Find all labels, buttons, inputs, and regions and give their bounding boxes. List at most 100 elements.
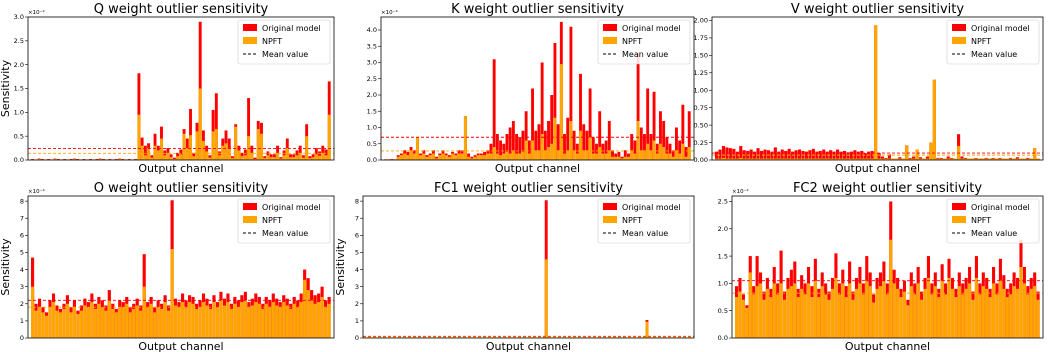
plot-frame [380, 16, 695, 161]
bar-npft [652, 140, 656, 160]
y-tick-label: 2.5 [718, 198, 728, 206]
bar-npft [295, 155, 299, 160]
bar-npft [253, 159, 257, 160]
bar-npft [841, 283, 845, 338]
bar-original [563, 134, 566, 160]
bar-npft [793, 283, 797, 338]
bar-npft [194, 308, 199, 338]
bar-npft [906, 305, 910, 338]
bar-npft [870, 158, 874, 160]
bar-npft [794, 158, 798, 160]
legend-swatch-npft [952, 37, 966, 44]
bar-npft [62, 308, 66, 338]
plot-frame [27, 16, 335, 161]
bar-npft [815, 158, 819, 160]
bar-original [643, 134, 646, 160]
bar-npft [231, 158, 234, 160]
bar-original [540, 62, 544, 160]
bar-npft [1016, 288, 1020, 338]
bar-npft [923, 288, 927, 338]
bar-npft [748, 272, 752, 338]
bar-npft [86, 307, 90, 338]
bar-npft [195, 131, 199, 160]
legend-swatch-original [603, 24, 617, 31]
bar-original [791, 151, 795, 160]
bar-npft [72, 159, 76, 160]
y-tick-label: 0.5 [367, 140, 377, 148]
legend-label-mean: Mean value [622, 229, 668, 238]
bar-npft [104, 310, 108, 338]
bar-npft [860, 158, 864, 160]
bar-npft [687, 147, 691, 160]
bar-original [598, 111, 602, 160]
bar-npft [925, 158, 930, 160]
bar-npft [318, 155, 321, 160]
bar-npft [718, 158, 722, 160]
bar-npft [898, 158, 902, 160]
bar-npft [163, 155, 167, 160]
bar-npft [272, 157, 276, 160]
legend-label-original: Original model [262, 24, 321, 33]
x-axis-label: Output channel [486, 340, 571, 352]
y-tick-label: 2.5 [367, 75, 377, 83]
bar-npft [184, 307, 188, 338]
bar-npft [646, 143, 650, 160]
bar-npft [260, 133, 263, 160]
y-tick-label: 3 [20, 283, 24, 291]
bar-npft [569, 121, 573, 160]
bar-npft [179, 154, 183, 160]
bar-npft [588, 137, 592, 160]
bar-original [585, 130, 589, 160]
bar-npft [139, 310, 143, 338]
bar-npft [236, 307, 240, 338]
y-tick-label: 0.0 [367, 156, 377, 164]
bar-npft [419, 155, 423, 160]
y-tick-label: 5 [355, 249, 359, 257]
bar-npft [995, 158, 999, 160]
bar-npft [614, 156, 618, 160]
bar-npft [1022, 283, 1026, 338]
bar-npft [789, 286, 793, 338]
bar-original [725, 147, 729, 160]
bar-npft [995, 294, 999, 338]
bar-npft [1001, 158, 1006, 160]
bar-npft [806, 283, 811, 338]
bar-npft [189, 135, 192, 160]
plot-frame [731, 195, 1044, 339]
bar-npft [766, 158, 770, 160]
bar-npft [1033, 148, 1037, 160]
y-tick-label: 8 [20, 197, 24, 205]
bar-npft [905, 145, 909, 160]
bar-npft [114, 312, 118, 338]
bar-npft [415, 137, 419, 160]
legend-label-npft: NPFT [262, 37, 282, 46]
bar-npft [755, 286, 759, 338]
bar-original [739, 146, 743, 160]
bar-npft [97, 303, 101, 338]
y-tick-label: 1.0 [367, 124, 377, 132]
y-tick-label: 1 [20, 317, 24, 325]
bar-original [849, 151, 853, 160]
bar-original [601, 143, 605, 160]
bar-npft [662, 147, 666, 160]
bar-npft [396, 156, 400, 160]
bar-npft [218, 155, 221, 160]
bar-npft [1015, 158, 1019, 160]
bar-npft [311, 157, 315, 160]
bar-original [604, 140, 608, 160]
bar-npft [285, 148, 289, 160]
bar-npft [675, 150, 678, 160]
bar-npft [797, 158, 802, 160]
bar-npft [263, 158, 267, 160]
legend-swatch-original [243, 24, 257, 31]
panel-4: O weight outlier sensitivity Output chann… [0, 181, 335, 352]
x-axis-label: Output channel [845, 340, 930, 352]
legend-swatch-npft [243, 216, 257, 223]
bar-npft [572, 150, 576, 160]
bar-npft [314, 154, 318, 160]
bar-npft [882, 280, 886, 338]
chart-title: FC2 weight outlier sensitivity [793, 181, 982, 196]
bar-npft [671, 156, 675, 160]
bar-npft [787, 158, 791, 160]
bar-npft [142, 286, 146, 338]
